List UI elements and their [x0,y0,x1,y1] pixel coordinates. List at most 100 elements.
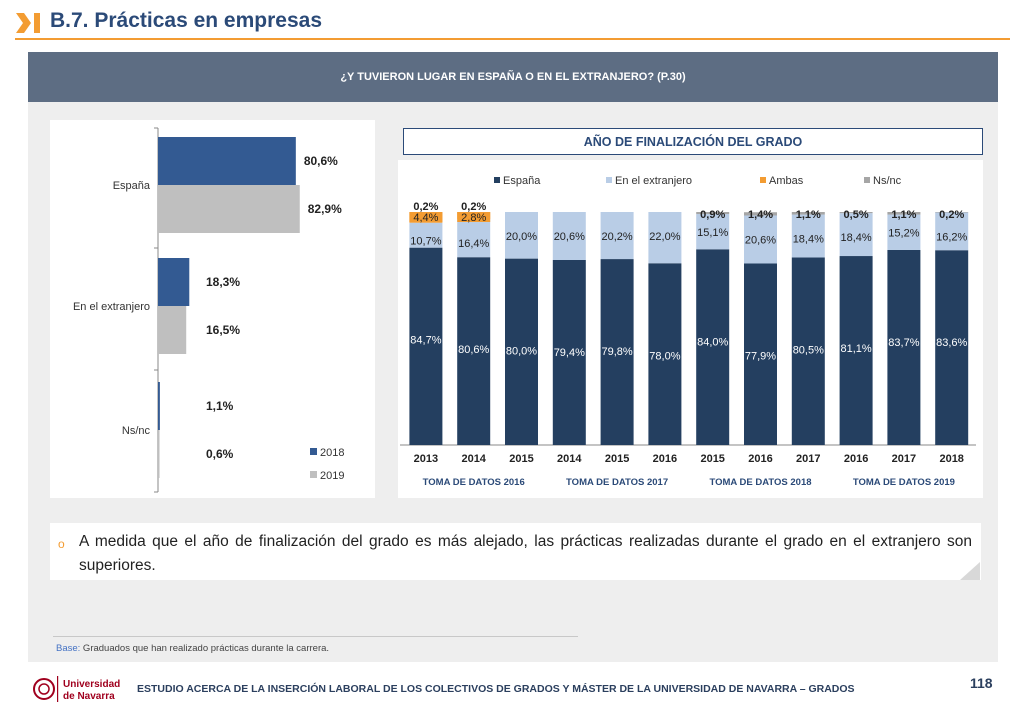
data-label-espana: 80,0% [506,346,537,358]
bar-espa-a [600,259,634,445]
data-label-espana: 83,7% [888,337,919,349]
group-label: TOMA DE DATOS 2017 [566,477,668,488]
logo-line-2: de Navarra [63,691,115,702]
data-label-espana: 78,0% [649,350,680,362]
bar-espa-a [505,258,538,445]
data-label-espana: 84,7% [410,335,441,347]
data-label-espana: 77,9% [745,350,776,362]
data-label-ambas: 2,8% [461,212,486,224]
data-label-nsnc: 0,2% [413,201,438,213]
bar-en-el-extranjero [935,212,969,251]
data-label-extranjero: 16,4% [458,238,489,250]
bar-espa-a [791,257,825,445]
bar-en-el-extranjero [696,214,730,250]
data-label-extranjero: 15,1% [697,227,728,239]
chevron-bar-icon [16,13,40,33]
left-chart-area: España 80,6% 82,9% En el extranjero 18,3% 16,… [50,120,375,498]
data-label-nsnc: 1,1% [796,209,821,221]
x-tick-label: 2013 [414,453,438,465]
ambas-label-box [409,212,443,222]
data-label-extranjero: 20,0% [506,231,537,243]
legend-label: España [503,175,541,187]
bar-value-label: 82,9% [308,202,342,216]
bar-ns-nc [839,212,873,214]
data-label-espana: 84,0% [697,336,728,348]
legend-label: En el extranjero [615,175,692,187]
logo-line-1: Universidad [63,679,120,690]
bar-en-el-extranjero [791,214,825,258]
legend-swatch [606,177,612,183]
bar-en-el-extranjero [505,212,538,259]
ambas-label-box [457,212,491,222]
question-banner: ¿Y TUVIERON LUGAR EN ESPAÑA O EN EL EXTR… [28,52,998,102]
legend-swatch [310,448,317,455]
bar-en-el-extranjero [839,213,873,257]
question-text: ¿Y TUVIERON LUGAR EN ESPAÑA O EN EL EXTR… [340,71,686,83]
bar-espa-a [409,247,443,445]
x-tick-label: 2016 [653,453,677,465]
base-note: Base: Graduados que han realizado prácti… [56,643,329,654]
data-label-espana: 80,6% [458,344,489,356]
bar-espa-a [839,256,873,445]
page-title: B.7. Prácticas en empresas [50,9,322,32]
data-label-espana: 79,4% [554,347,585,359]
bar-ns-nc [887,212,921,215]
legend-label: Ambas [769,175,804,187]
horizontal-bar-chart: España 80,6% 82,9% En el extranjero 18,3% 16,… [73,127,344,493]
data-label-extranjero: 20,6% [554,231,585,243]
data-label-espana: 79,8% [601,346,632,358]
data-label-extranjero: 20,6% [745,234,776,246]
page-number: 118 [970,675,993,691]
x-tick-label: 2016 [844,453,868,465]
group-label: TOMA DE DATOS 2016 [423,477,525,488]
bar-espa-a [457,257,491,445]
bar-value-label: 80,6% [304,154,338,168]
university-logo: Universidad de Navarra [33,676,133,707]
legend-swatch [310,471,317,478]
bar-espa-a [648,263,682,445]
bar-value-label: 16,5% [206,323,240,337]
data-label-extranjero: 20,2% [601,231,632,243]
group-label: TOMA DE DATOS 2018 [709,477,811,488]
note-text: A medida que el año de finalización del … [79,533,972,574]
bar-2018 [158,137,296,185]
bar-ns-nc [696,212,730,215]
bar-value-label: 0,6% [206,447,234,461]
x-tick-label: 2015 [700,453,724,465]
data-label-nsnc: 0,5% [844,209,869,221]
legend-swatch [494,177,500,183]
bar-espa-a [552,259,586,445]
data-label-extranjero: 10,7% [410,236,441,248]
page-fold-icon [960,562,980,580]
legend-swatch [864,177,870,183]
data-label-nsnc: 1,4% [748,209,773,221]
bar-espa-a [744,263,777,445]
base-description: Graduados que han realizado prácticas du… [80,643,330,654]
stacked-bar-chart: España En el extranjero Ambas Ns/nc 84,7% 10,… [400,175,976,488]
category-label: Ns/nc [122,425,151,437]
bar-espa-a [696,249,730,445]
data-label-ambas: 4,4% [413,212,438,224]
data-label-espana: 81,1% [840,343,871,355]
legend-label: Ns/nc [873,175,902,187]
data-label-extranjero: 18,4% [840,232,871,244]
data-label-nsnc: 0,2% [939,209,964,221]
x-tick-label: 2016 [748,453,772,465]
bullet-icon: o [58,537,65,551]
x-tick-label: 2017 [892,453,916,465]
bar-value-label: 18,3% [206,275,240,289]
footer-text: ESTUDIO ACERCA DE LA INSERCIÓN LABORAL D… [137,683,855,695]
legend-swatch [760,177,766,183]
right-chart-area: España En el extranjero Ambas Ns/nc 84,7% 10,… [398,160,983,498]
bar-2019 [158,430,160,478]
x-tick-label: 2014 [557,453,582,465]
bar-2019 [158,185,300,233]
bar-en-el-extranjero [552,212,586,260]
data-label-nsnc: 1,1% [891,209,916,221]
bar-ns-nc [791,212,825,215]
data-label-extranjero: 22,0% [649,231,680,243]
bar-en-el-extranjero [648,212,682,264]
bar-ns-nc [744,212,777,216]
x-tick-label: 2017 [796,453,820,465]
base-label: Base: [56,643,81,654]
